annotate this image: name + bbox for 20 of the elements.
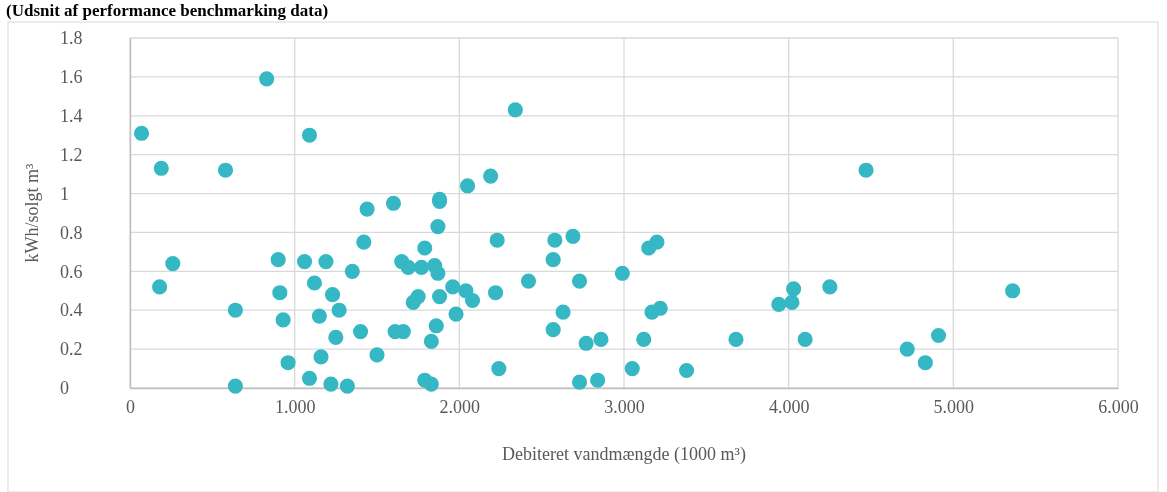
y-tick-label: 0.4 <box>60 300 83 321</box>
y-tick-label: 0 <box>60 378 69 399</box>
y-axis-title: kWh/solgt m³ <box>22 162 42 263</box>
x-tick-label: 0 <box>126 396 135 417</box>
y-tick-label: 1.6 <box>60 67 83 88</box>
y-tick-label: 0.6 <box>60 261 83 282</box>
x-tick-label: 4.000 <box>768 396 810 417</box>
y-tick-label: 1.8 <box>60 28 83 49</box>
y-tick-label: 1.2 <box>60 144 83 165</box>
y-tick-label: 1.4 <box>60 106 83 127</box>
x-tick-label: 5.000 <box>933 396 975 417</box>
y-tick-label: 0.2 <box>60 339 83 360</box>
x-tick-label: 3.000 <box>604 396 645 417</box>
chart-title: (Udsnit af performance benchmarking data) <box>6 1 329 20</box>
x-tick-label: 1.000 <box>274 396 316 417</box>
x-tick-label: 6.000 <box>1098 396 1139 417</box>
y-tick-label: 0.8 <box>60 222 83 243</box>
y-tick-label: 1 <box>60 183 69 204</box>
x-tick-label: 2.000 <box>439 396 481 417</box>
x-axis-title: Debiteret vandmængde (1000 m³) <box>502 444 746 465</box>
